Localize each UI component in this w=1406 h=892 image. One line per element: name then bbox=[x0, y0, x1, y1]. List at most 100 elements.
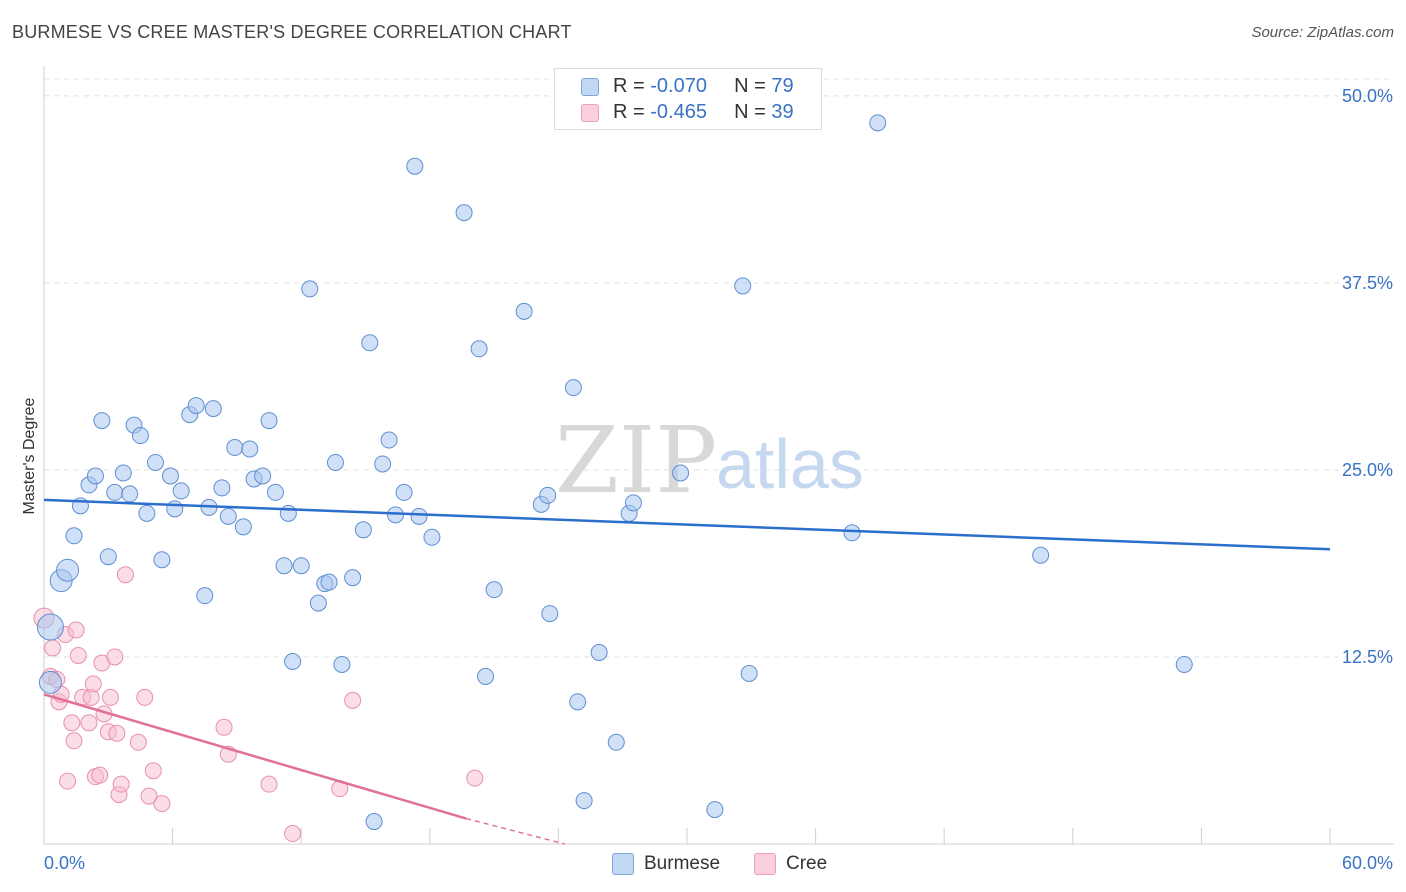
burmese-point bbox=[354, 521, 372, 539]
burmese-point bbox=[326, 453, 344, 471]
source-label: Source: ZipAtlas.com bbox=[1251, 24, 1394, 41]
burmese-point bbox=[219, 507, 237, 525]
cree-point bbox=[116, 566, 134, 584]
watermark-atlas: atlas bbox=[716, 425, 864, 503]
cree-point bbox=[106, 648, 124, 666]
burmese-point bbox=[575, 792, 593, 810]
cree-legend-label: Cree bbox=[786, 853, 828, 874]
burmese-point bbox=[387, 506, 405, 524]
burmese-point bbox=[843, 524, 861, 542]
burmese-point bbox=[284, 652, 302, 670]
cree-trend-line bbox=[43, 693, 467, 820]
x-tick-labels: 0.0% 60.0% bbox=[44, 853, 1393, 873]
burmese-point bbox=[470, 340, 488, 358]
cree-point bbox=[108, 724, 126, 742]
burmese-legend-label: Burmese bbox=[644, 853, 721, 874]
y-tick-label: 37.5% bbox=[1342, 273, 1393, 293]
burmese-point bbox=[569, 693, 587, 711]
burmese-point bbox=[279, 504, 297, 522]
cree-point bbox=[153, 795, 171, 813]
burmese-point bbox=[672, 464, 690, 482]
cree-point bbox=[101, 688, 119, 706]
cree-point bbox=[129, 733, 147, 751]
burmese-point bbox=[485, 581, 503, 599]
burmese-point bbox=[539, 486, 557, 504]
y-axis-label: Master's Degree bbox=[21, 397, 38, 514]
cree-r-label: R = bbox=[613, 101, 651, 123]
burmese-point bbox=[455, 204, 473, 222]
y-tick-label: 12.5% bbox=[1342, 647, 1393, 667]
burmese-point bbox=[541, 605, 559, 623]
burmese-point bbox=[590, 643, 608, 661]
gridlines bbox=[44, 78, 1394, 658]
burmese-point bbox=[131, 427, 149, 445]
burmese-point bbox=[380, 431, 398, 449]
burmese-point bbox=[344, 569, 362, 587]
burmese-point bbox=[515, 302, 533, 320]
burmese-point bbox=[114, 464, 132, 482]
burmese-point bbox=[365, 813, 383, 831]
burmese-point bbox=[275, 557, 293, 575]
cree-points bbox=[33, 566, 484, 843]
burmese-point bbox=[374, 455, 392, 473]
cree-point bbox=[80, 714, 98, 732]
trend-lines bbox=[43, 498, 1331, 845]
burmese-point bbox=[706, 801, 724, 819]
chart-title: BURMESE VS CREE MASTER'S DEGREE CORRELAT… bbox=[12, 22, 572, 42]
burmese-point bbox=[226, 439, 244, 457]
burmese-point bbox=[36, 613, 64, 641]
cree-point bbox=[284, 825, 302, 843]
burmese-point bbox=[410, 507, 428, 525]
burmese-point bbox=[196, 587, 214, 605]
cree-point bbox=[344, 691, 362, 709]
cree-point bbox=[140, 787, 158, 805]
burmese-point bbox=[477, 667, 495, 685]
cree-point bbox=[63, 714, 81, 732]
burmese-point bbox=[1032, 546, 1050, 564]
burmese-point bbox=[166, 500, 184, 518]
cree-point bbox=[466, 769, 484, 787]
burmese-point bbox=[309, 594, 327, 612]
burmese-point bbox=[260, 412, 278, 430]
cree-point bbox=[112, 775, 130, 793]
burmese-n-value: 79 bbox=[771, 75, 794, 97]
cree-r-value: -0.465 bbox=[650, 101, 707, 123]
burmese-point bbox=[740, 664, 758, 682]
burmese-trend-line bbox=[43, 498, 1331, 551]
burmese-point bbox=[106, 483, 124, 501]
y-tick-label: 25.0% bbox=[1342, 460, 1393, 480]
cree-trend-extension bbox=[466, 817, 566, 845]
correlation-legend: R = -0.070 N = 79 R = -0.465 N = 39 bbox=[554, 68, 822, 130]
burmese-point bbox=[266, 483, 284, 501]
burmese-point bbox=[395, 483, 413, 501]
burmese-point bbox=[65, 527, 83, 545]
axes bbox=[43, 66, 1394, 845]
burmese-point bbox=[56, 558, 80, 582]
burmese-point bbox=[301, 280, 319, 298]
burmese-point bbox=[406, 157, 424, 175]
burmese-point bbox=[624, 494, 642, 512]
burmese-point bbox=[172, 482, 190, 500]
cree-point bbox=[67, 621, 85, 639]
burmese-point bbox=[254, 467, 272, 485]
burmese-point bbox=[38, 670, 62, 694]
burmese-point bbox=[93, 412, 111, 430]
burmese-r-value: -0.070 bbox=[650, 75, 707, 97]
cree-point bbox=[91, 766, 109, 784]
burmese-point bbox=[1175, 655, 1193, 673]
cree-point bbox=[215, 718, 233, 736]
burmese-point bbox=[121, 485, 139, 503]
burmese-point bbox=[99, 548, 117, 566]
cree-n-label: N = bbox=[734, 101, 772, 123]
burmese-point bbox=[320, 573, 338, 591]
burmese-point bbox=[213, 479, 231, 497]
burmese-point bbox=[187, 397, 205, 415]
cree-legend-swatch bbox=[754, 853, 776, 875]
burmese-point bbox=[361, 334, 379, 352]
burmese-point bbox=[734, 277, 752, 295]
burmese-point bbox=[86, 467, 104, 485]
y-tick-label: 50.0% bbox=[1342, 86, 1393, 106]
burmese-point bbox=[607, 733, 625, 751]
burmese-point bbox=[161, 467, 179, 485]
